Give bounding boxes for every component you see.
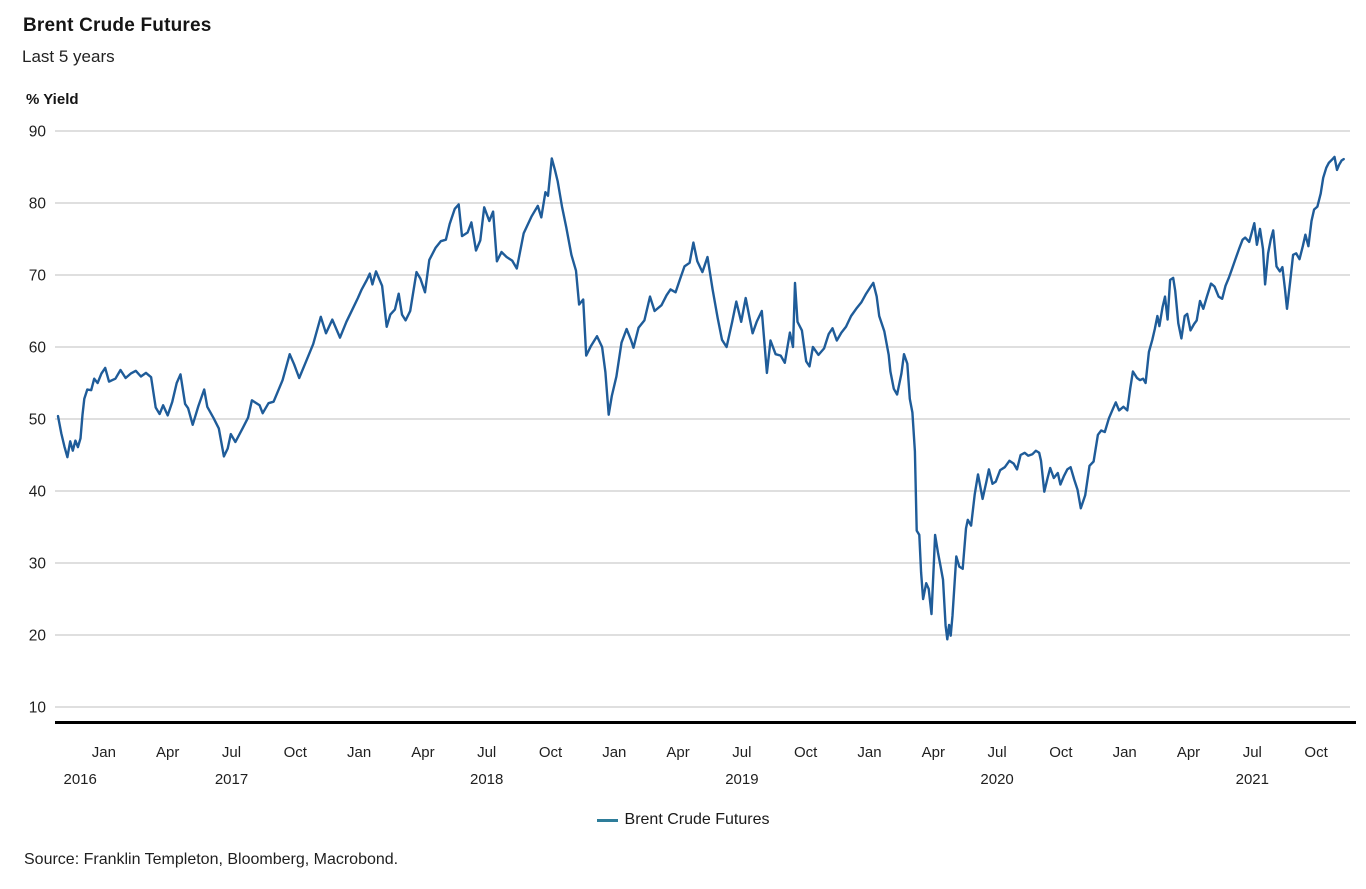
x-tick-label-4: Jan — [347, 744, 371, 761]
x-tick-label-1: Apr — [156, 744, 179, 761]
x-tick-label-0: Jan — [92, 744, 116, 761]
x-tick-label-3: Oct — [284, 744, 308, 761]
x-tick-label-18: Jul — [1243, 744, 1262, 761]
x-tick-label-9: Apr — [666, 744, 689, 761]
y-tick-label-60: 60 — [29, 340, 47, 357]
x-tick-label-19: Oct — [1304, 744, 1328, 761]
x-tick-label-10: Jul — [732, 744, 751, 761]
x-tick-label-12: Jan — [857, 744, 881, 761]
x-tick-label-17: Apr — [1177, 744, 1200, 761]
x-tick-label-8: Jan — [602, 744, 626, 761]
price-line-chart: 10 20 30 40 50 60 70 80 90 Jan Apr Jul Oct Jan Apr Jul O… — [29, 124, 1356, 788]
x-tick-label-16: Jan — [1113, 744, 1137, 761]
x-tick-label-2: Jul — [222, 744, 241, 761]
x-tick-label-7: Oct — [539, 744, 563, 761]
source-attribution: Source: Franklin Templeton, Bloomberg, M… — [24, 851, 399, 868]
year-label-2019: 2019 — [725, 771, 758, 788]
chart-title: Brent Crude Futures — [23, 15, 212, 36]
legend-line-swatch-icon — [596, 818, 618, 822]
y-tick-label-90: 90 — [29, 124, 47, 141]
y-tick-label-20: 20 — [29, 628, 47, 645]
chart-subtitle: Last 5 years — [22, 47, 115, 66]
year-label-2020: 2020 — [980, 771, 1013, 788]
y-tick-label-40: 40 — [29, 484, 47, 501]
y-tick-label-70: 70 — [29, 268, 47, 285]
x-tick-label-14: Jul — [988, 744, 1007, 761]
x-tick-label-11: Oct — [794, 744, 818, 761]
x-tick-label-5: Apr — [411, 744, 434, 761]
x-tick-label-13: Apr — [922, 744, 945, 761]
year-label-2017: 2017 — [215, 771, 248, 788]
legend-series-label: Brent Crude Futures — [624, 811, 770, 828]
y-tick-label-10: 10 — [29, 700, 47, 717]
year-label-2021: 2021 — [1236, 771, 1269, 788]
x-tick-label-15: Oct — [1049, 744, 1073, 761]
x-tick-label-6: Jul — [477, 744, 496, 761]
year-label-2016: 2016 — [64, 771, 97, 788]
y-tick-label-30: 30 — [29, 556, 47, 573]
y-axis-label: % Yield — [26, 91, 79, 108]
year-label-2018: 2018 — [470, 771, 503, 788]
y-tick-label-80: 80 — [29, 196, 47, 213]
series-line-0 — [56, 155, 1345, 641]
y-tick-label-50: 50 — [29, 412, 47, 429]
chart-legend: Brent Crude Futures — [0, 811, 1366, 829]
